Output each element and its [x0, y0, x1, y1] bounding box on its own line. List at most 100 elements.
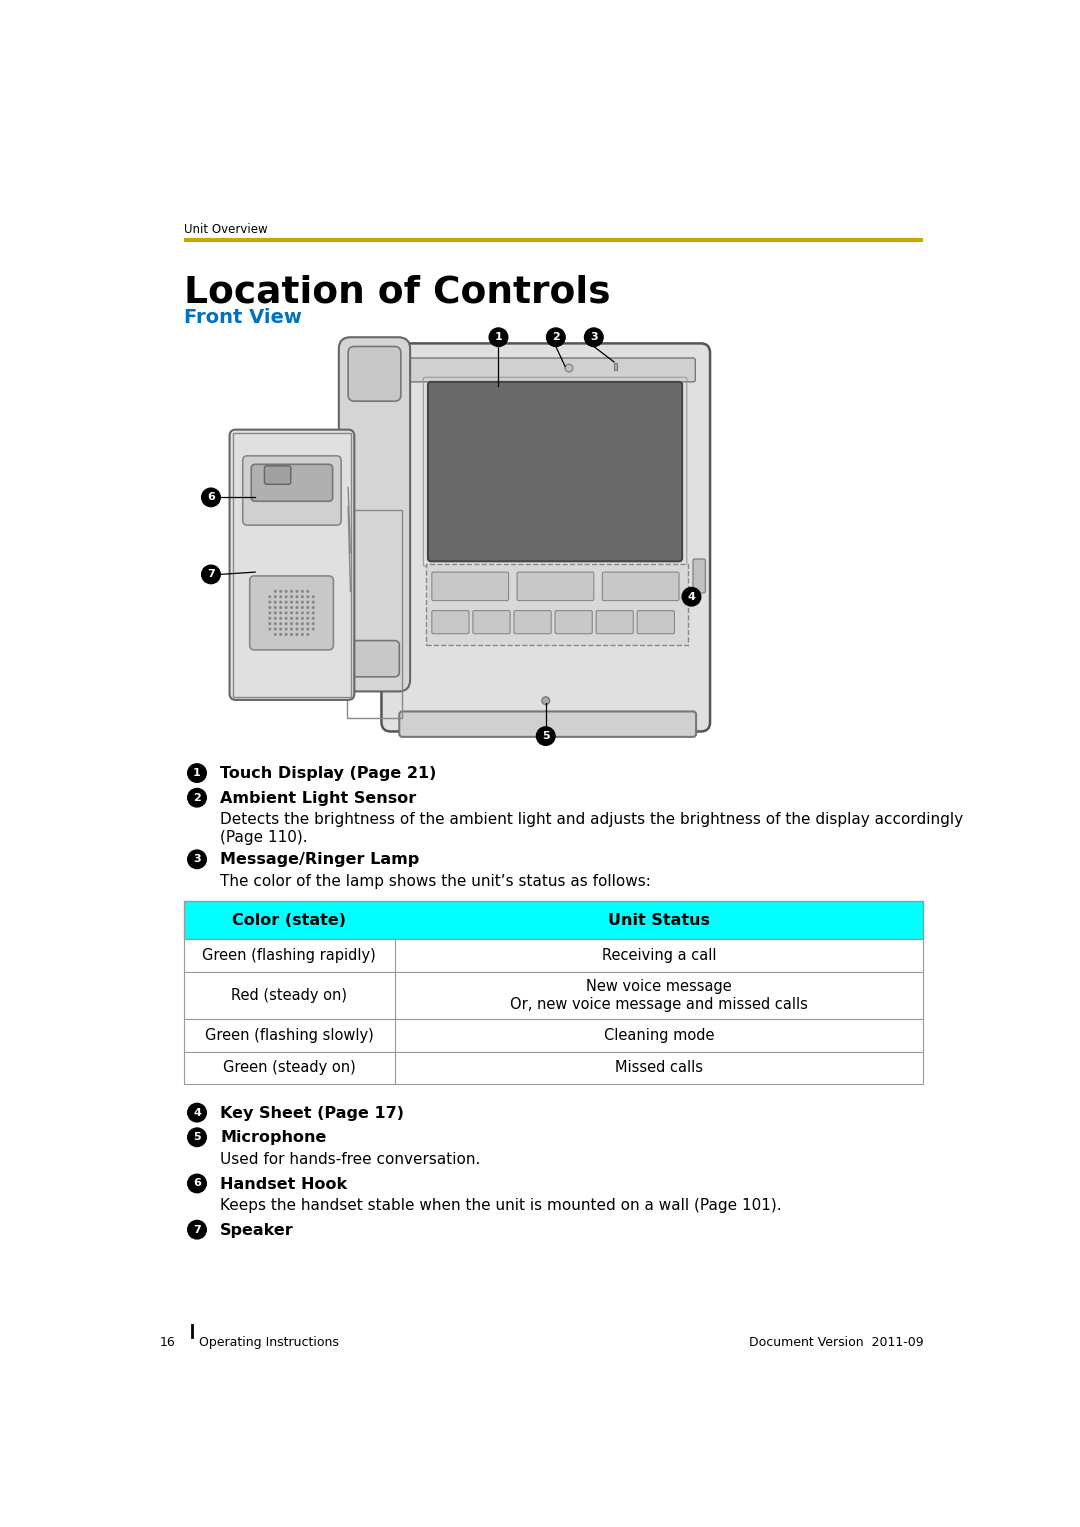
FancyBboxPatch shape: [603, 573, 679, 600]
Circle shape: [301, 606, 303, 609]
Text: Cleaning mode: Cleaning mode: [604, 1028, 714, 1043]
Bar: [184, 1020, 923, 1052]
Circle shape: [273, 632, 276, 637]
Circle shape: [307, 611, 309, 614]
Text: Operating Instructions: Operating Instructions: [199, 1336, 338, 1348]
Circle shape: [307, 596, 309, 599]
FancyBboxPatch shape: [396, 357, 696, 382]
Circle shape: [279, 632, 282, 637]
FancyBboxPatch shape: [517, 573, 594, 600]
Circle shape: [268, 628, 271, 631]
Circle shape: [584, 328, 603, 347]
Circle shape: [312, 600, 314, 603]
Text: Speaker: Speaker: [220, 1223, 294, 1238]
FancyBboxPatch shape: [243, 457, 341, 525]
Text: Green (flashing rapidly): Green (flashing rapidly): [202, 948, 376, 964]
Circle shape: [284, 600, 287, 603]
Circle shape: [312, 628, 314, 631]
FancyBboxPatch shape: [400, 712, 697, 738]
FancyBboxPatch shape: [473, 611, 510, 634]
Circle shape: [284, 621, 287, 625]
Text: 6: 6: [193, 1179, 201, 1188]
Circle shape: [301, 596, 303, 599]
Text: 4: 4: [688, 592, 696, 602]
FancyBboxPatch shape: [596, 611, 633, 634]
Circle shape: [296, 621, 298, 625]
FancyBboxPatch shape: [381, 344, 710, 731]
Text: 1: 1: [193, 768, 201, 779]
Circle shape: [307, 632, 309, 637]
Circle shape: [202, 489, 220, 507]
Circle shape: [301, 589, 303, 592]
Text: Green (steady on): Green (steady on): [222, 1060, 355, 1075]
Text: The color of the lamp shows the unit’s status as follows:: The color of the lamp shows the unit’s s…: [220, 873, 651, 889]
FancyBboxPatch shape: [339, 337, 410, 692]
Bar: [426, 565, 688, 646]
Text: Handset Hook: Handset Hook: [220, 1176, 348, 1191]
FancyBboxPatch shape: [514, 611, 551, 634]
Text: Missed calls: Missed calls: [615, 1060, 703, 1075]
Circle shape: [279, 628, 282, 631]
Text: Ambient Light Sensor: Ambient Light Sensor: [220, 791, 417, 806]
Circle shape: [268, 596, 271, 599]
Circle shape: [268, 606, 271, 609]
Circle shape: [279, 589, 282, 592]
Circle shape: [188, 1220, 206, 1238]
Circle shape: [296, 606, 298, 609]
Text: Receiving a call: Receiving a call: [602, 948, 716, 964]
Circle shape: [312, 596, 314, 599]
Text: 7: 7: [193, 1225, 201, 1235]
Circle shape: [296, 617, 298, 620]
Text: Touch Display (Page 21): Touch Display (Page 21): [220, 767, 436, 782]
Circle shape: [683, 588, 701, 606]
FancyBboxPatch shape: [350, 641, 400, 676]
Text: Unit Status: Unit Status: [608, 913, 710, 927]
Bar: [347, 510, 403, 718]
Circle shape: [312, 621, 314, 625]
Circle shape: [284, 617, 287, 620]
Circle shape: [279, 596, 282, 599]
Circle shape: [565, 365, 572, 373]
Text: 7: 7: [207, 570, 215, 579]
Circle shape: [273, 617, 276, 620]
Text: Red (steady on): Red (steady on): [231, 988, 348, 1003]
Text: Green (flashing slowly): Green (flashing slowly): [205, 1028, 374, 1043]
Circle shape: [188, 1128, 206, 1147]
FancyBboxPatch shape: [637, 611, 674, 634]
Circle shape: [284, 611, 287, 614]
FancyBboxPatch shape: [432, 611, 469, 634]
Circle shape: [307, 589, 309, 592]
Circle shape: [312, 617, 314, 620]
Circle shape: [307, 621, 309, 625]
Circle shape: [268, 617, 271, 620]
Circle shape: [291, 606, 293, 609]
Text: 1: 1: [495, 333, 502, 342]
Circle shape: [188, 851, 206, 869]
Circle shape: [273, 589, 276, 592]
Circle shape: [273, 606, 276, 609]
Text: 5: 5: [193, 1132, 201, 1142]
Circle shape: [489, 328, 508, 347]
Circle shape: [291, 632, 293, 637]
Circle shape: [307, 628, 309, 631]
Circle shape: [307, 617, 309, 620]
FancyBboxPatch shape: [432, 573, 509, 600]
Circle shape: [284, 628, 287, 631]
Text: Front View: Front View: [184, 308, 301, 327]
Text: Microphone: Microphone: [220, 1130, 326, 1145]
Text: 3: 3: [193, 854, 201, 864]
Circle shape: [284, 589, 287, 592]
Circle shape: [291, 617, 293, 620]
Circle shape: [279, 606, 282, 609]
Text: 4: 4: [193, 1107, 201, 1118]
Text: Used for hands-free conversation.: Used for hands-free conversation.: [220, 1151, 481, 1167]
Circle shape: [291, 628, 293, 631]
Bar: [613, 362, 617, 371]
Text: Location of Controls: Location of Controls: [184, 275, 610, 310]
Circle shape: [291, 596, 293, 599]
Circle shape: [284, 632, 287, 637]
Circle shape: [268, 621, 271, 625]
Circle shape: [279, 600, 282, 603]
FancyBboxPatch shape: [693, 559, 705, 592]
Circle shape: [279, 611, 282, 614]
